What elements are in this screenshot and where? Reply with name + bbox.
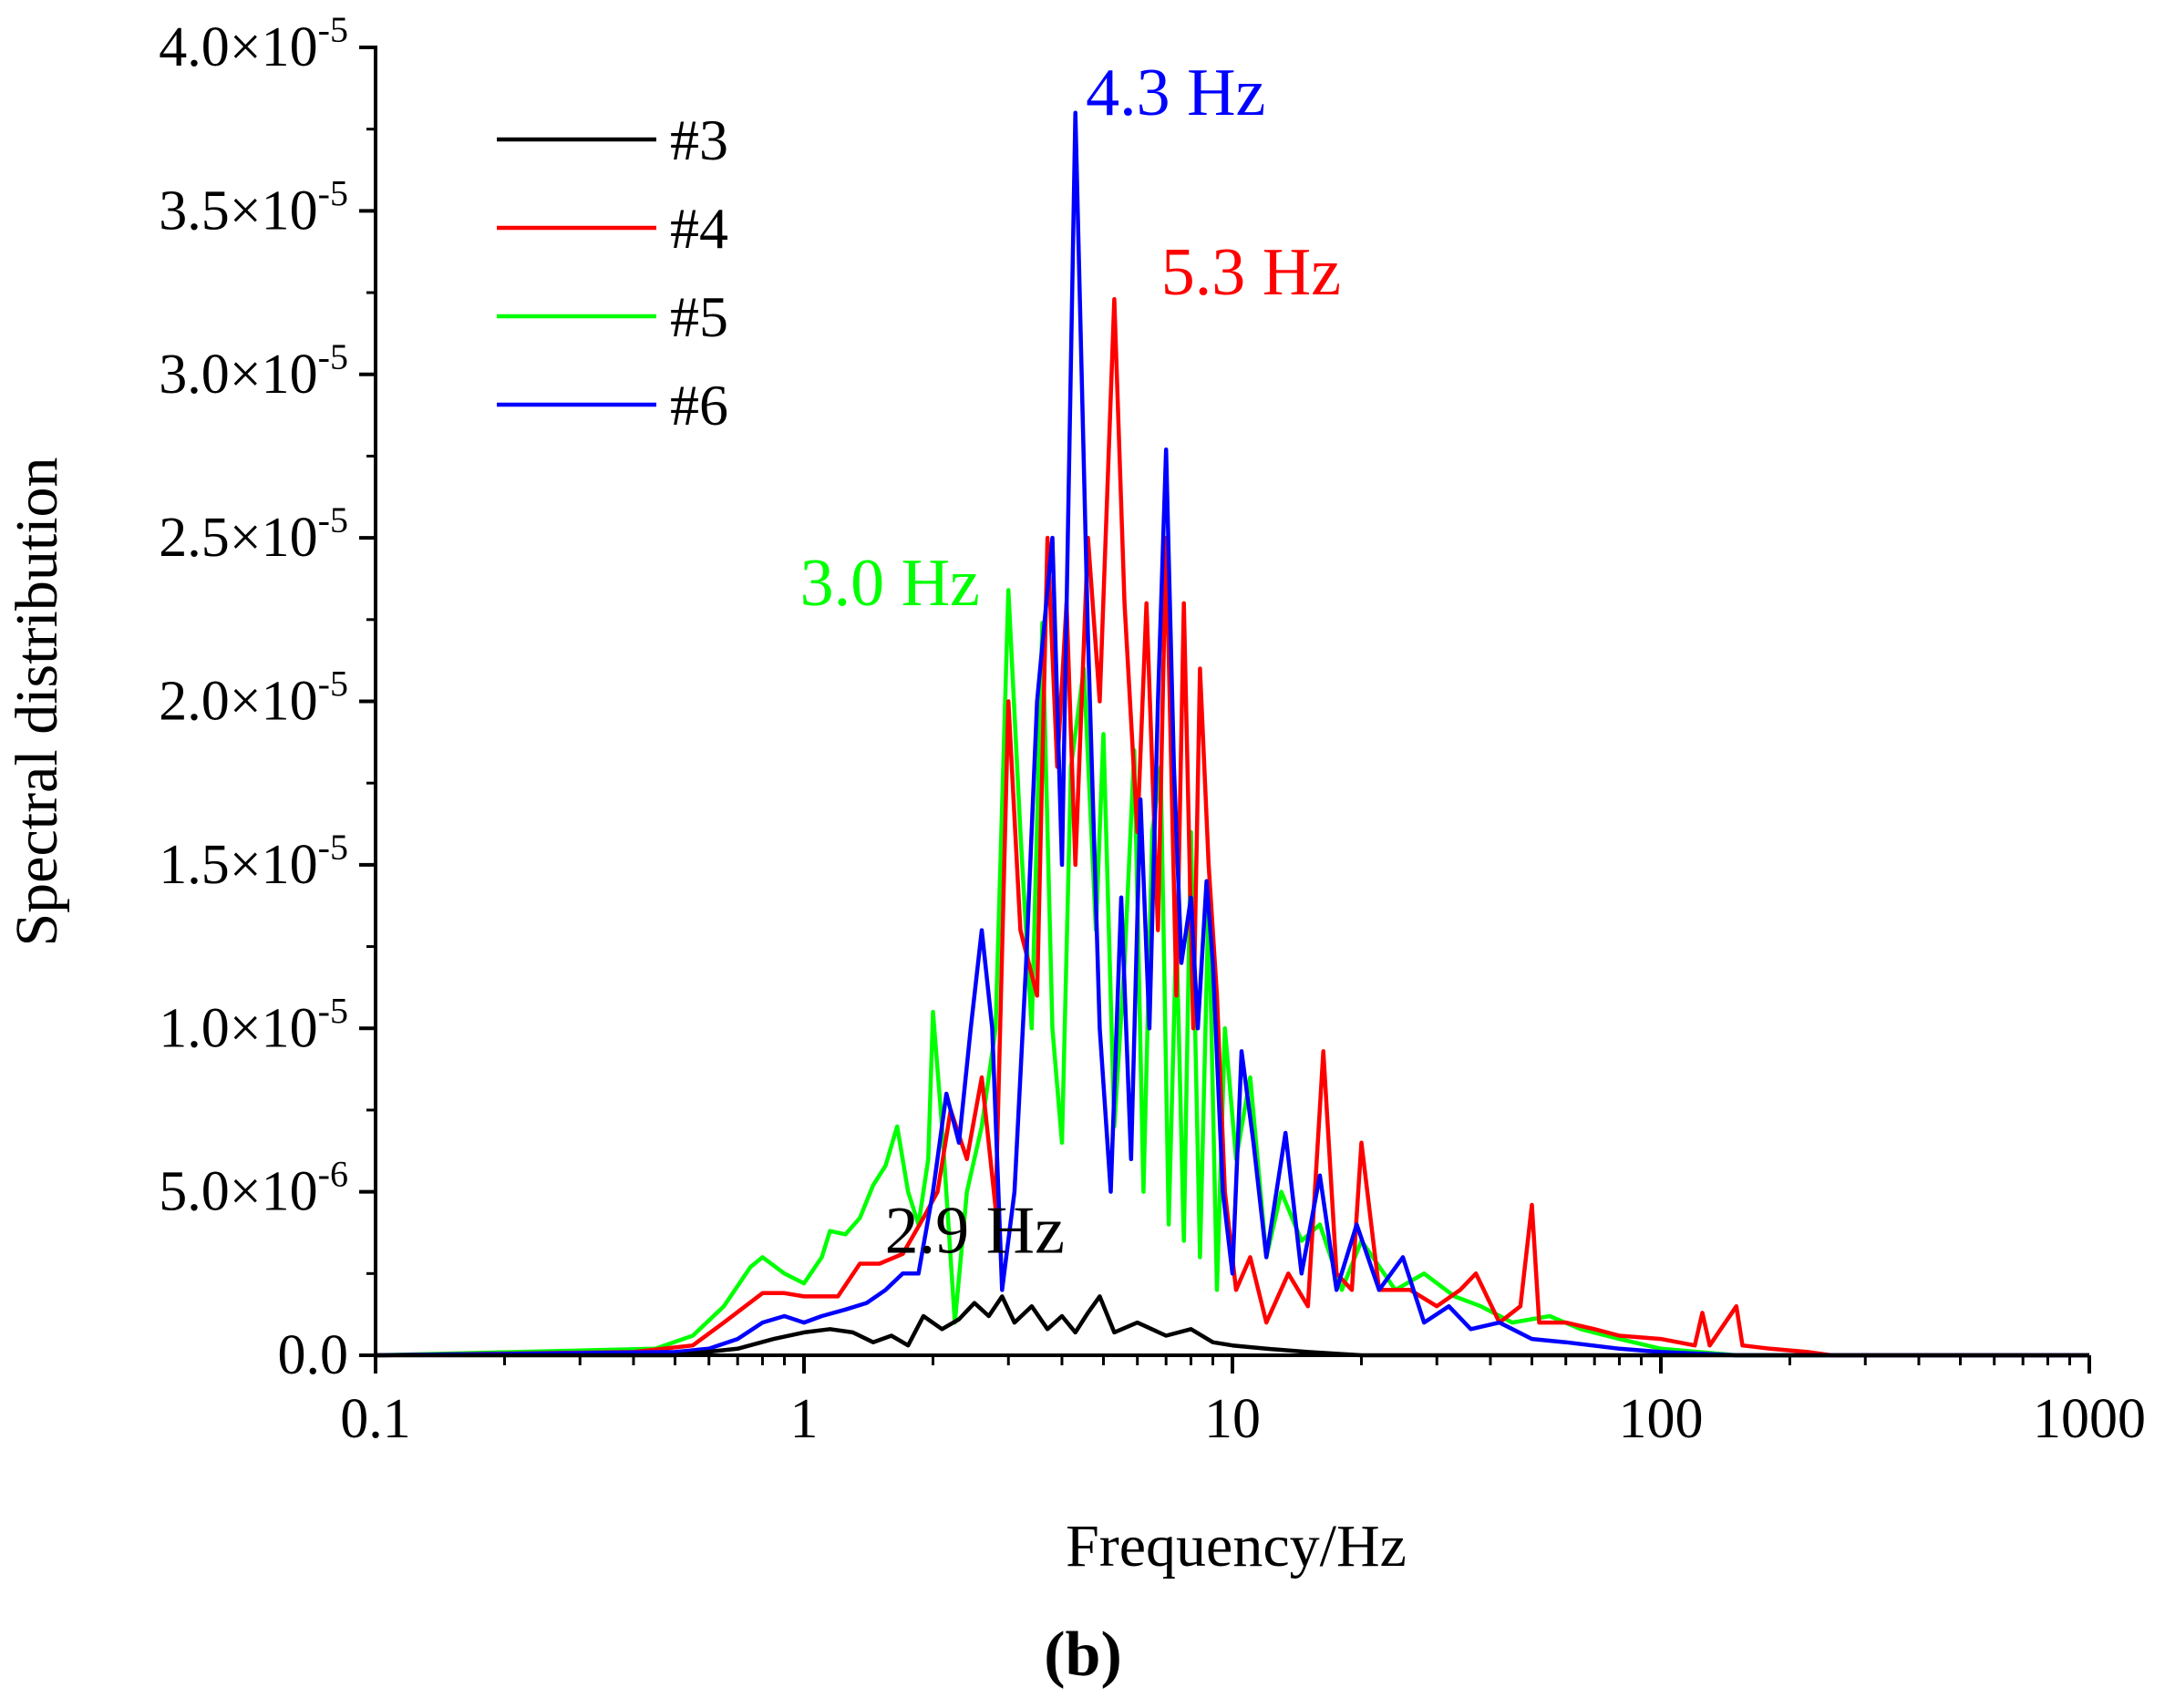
y-tick-label: 5.0×10-6 — [159, 1154, 348, 1223]
x-tick-label: 10 — [1204, 1388, 1261, 1450]
figure-caption: (b) — [1044, 1620, 1122, 1690]
y-tick-label: 1.0×10-5 — [159, 990, 348, 1059]
peak-annotation: 2.9 Hz — [885, 1193, 1065, 1268]
series-line-4 — [375, 296, 2089, 1358]
legend-label: #5 — [670, 284, 728, 349]
x-tick-label: 100 — [1619, 1388, 1704, 1450]
y-tick-label: 2.0×10-5 — [159, 664, 348, 733]
legend-label: #3 — [670, 108, 728, 172]
y-tick-label: 3.0×10-5 — [159, 336, 348, 406]
y-tick-label: 2.5×10-5 — [159, 499, 348, 569]
x-tick-label: 1000 — [2033, 1388, 2146, 1450]
y-tick-label: 1.5×10-5 — [159, 827, 348, 896]
x-tick-label: 0.1 — [340, 1388, 411, 1450]
legend-label: #6 — [670, 373, 728, 437]
x-axis-label: Frequency/Hz — [1066, 1513, 1407, 1579]
peak-annotation: 5.3 Hz — [1161, 235, 1341, 310]
series-line-3 — [376, 1294, 2089, 1358]
annotations: 4.3 Hz 5.3 Hz 3.0 Hz 2.9 Hz — [800, 56, 1341, 1268]
series-line-6 — [375, 110, 2089, 1358]
y-tick-label: 0.0 — [278, 1324, 349, 1386]
y-axis-label: Spectral distribution — [4, 457, 70, 946]
x-tick-label: 1 — [790, 1388, 819, 1450]
peak-annotation: 4.3 Hz — [1086, 56, 1265, 130]
legend-label: #4 — [670, 196, 728, 261]
peak-annotation: 3.0 Hz — [800, 546, 980, 621]
legend: #3 #4 #5 #6 — [497, 108, 728, 437]
axes-layer: 0.0 5.0×10-6 1.0×10-5 1.5×10-5 2.0×10-5 2.5×1… — [159, 9, 2146, 1450]
series-layer — [375, 110, 2089, 1358]
y-tick-label: 4.0×10-5 — [159, 9, 348, 78]
y-tick-label: 3.5×10-5 — [159, 172, 348, 242]
